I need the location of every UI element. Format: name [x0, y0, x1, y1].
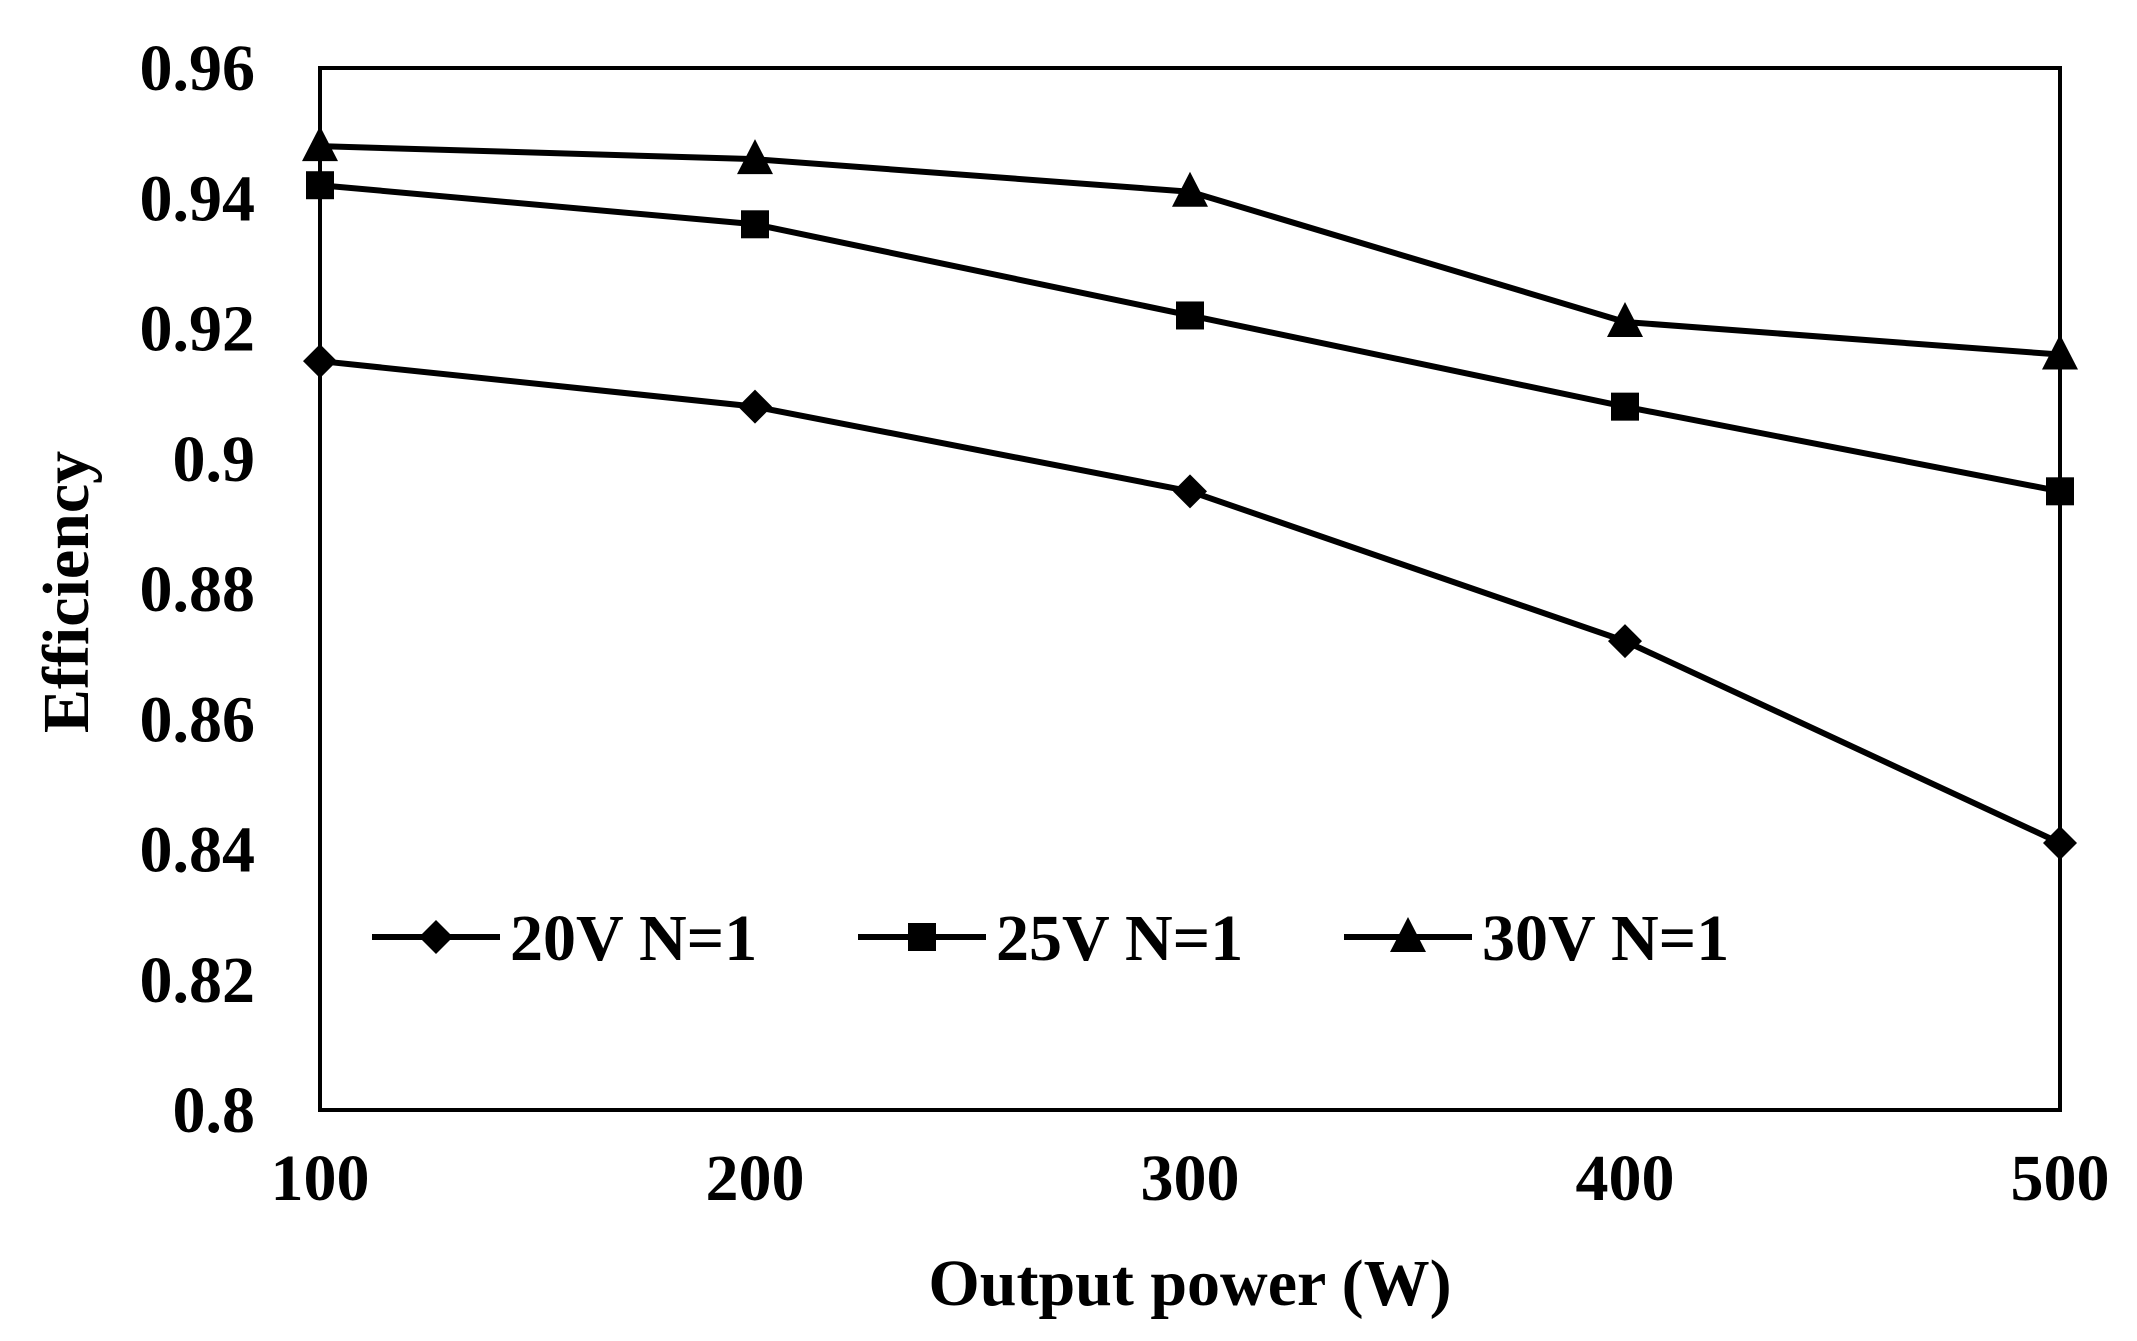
x-tick-label: 400 — [1576, 1142, 1675, 1215]
legend-item: 20V N=1 — [372, 902, 757, 975]
series-triangle — [302, 126, 2078, 370]
x-tick-label: 200 — [706, 1142, 805, 1215]
legend-item: 30V N=1 — [1344, 902, 1729, 975]
y-tick-label: 0.84 — [140, 814, 256, 887]
y-tick-label: 0.94 — [140, 162, 256, 235]
series-line — [319, 182, 2061, 495]
plot-frame-group — [318, 66, 2062, 1112]
y-axis-title: Efficiency — [30, 451, 103, 733]
x-axis-ticks: 100 200 300 400 500 — [271, 1142, 2110, 1215]
legend-item: 25V N=1 — [858, 902, 1243, 975]
legend: 20V N=1 25V N=1 30V N=1 — [372, 902, 1729, 975]
y-tick-label: 0.96 — [140, 32, 256, 105]
x-tick-label: 500 — [2011, 1142, 2110, 1215]
y-tick-label: 0.9 — [173, 423, 256, 496]
data-point-triangle — [302, 126, 338, 162]
x-tick-label: 300 — [1141, 1142, 1240, 1215]
y-tick-label: 0.86 — [140, 683, 256, 756]
y-tick-label: 0.92 — [140, 293, 256, 366]
plot-frame — [318, 66, 2062, 1112]
series-group — [302, 126, 2078, 860]
data-point-triangle — [737, 139, 773, 175]
data-point-square — [1611, 392, 1639, 421]
data-point-square — [1176, 301, 1204, 330]
data-point-triangle — [2042, 334, 2078, 370]
data-point-triangle — [1172, 171, 1208, 207]
y-tick-label: 0.88 — [140, 553, 256, 626]
data-point-diamond — [303, 344, 337, 379]
legend-marker-triangle — [1390, 917, 1426, 952]
legend-marker-diamond — [419, 920, 453, 954]
y-tick-label: 0.8 — [173, 1074, 256, 1147]
data-point-square — [306, 171, 334, 200]
data-point-diamond — [1608, 624, 1642, 659]
x-axis-title: Output power (W) — [928, 1247, 1451, 1320]
legend-marker-square — [908, 923, 936, 951]
data-point-diamond — [2043, 825, 2077, 860]
series-line — [319, 358, 2062, 846]
data-point-triangle — [1607, 301, 1643, 337]
legend-label: 20V N=1 — [510, 902, 757, 975]
series-square — [306, 171, 2074, 506]
y-tick-label: 0.82 — [140, 944, 256, 1017]
x-tick-label: 100 — [271, 1142, 370, 1215]
data-point-diamond — [1173, 474, 1207, 509]
data-point-diamond — [738, 389, 772, 424]
legend-label: 25V N=1 — [996, 902, 1243, 975]
data-point-square — [2046, 477, 2074, 506]
y-axis-ticks: 0.8 0.82 0.84 0.86 0.88 0.9 0.92 0.94 0.96 — [140, 32, 256, 1147]
data-point-square — [741, 210, 769, 239]
series-diamond — [303, 344, 2077, 860]
legend-label: 30V N=1 — [1482, 902, 1729, 975]
